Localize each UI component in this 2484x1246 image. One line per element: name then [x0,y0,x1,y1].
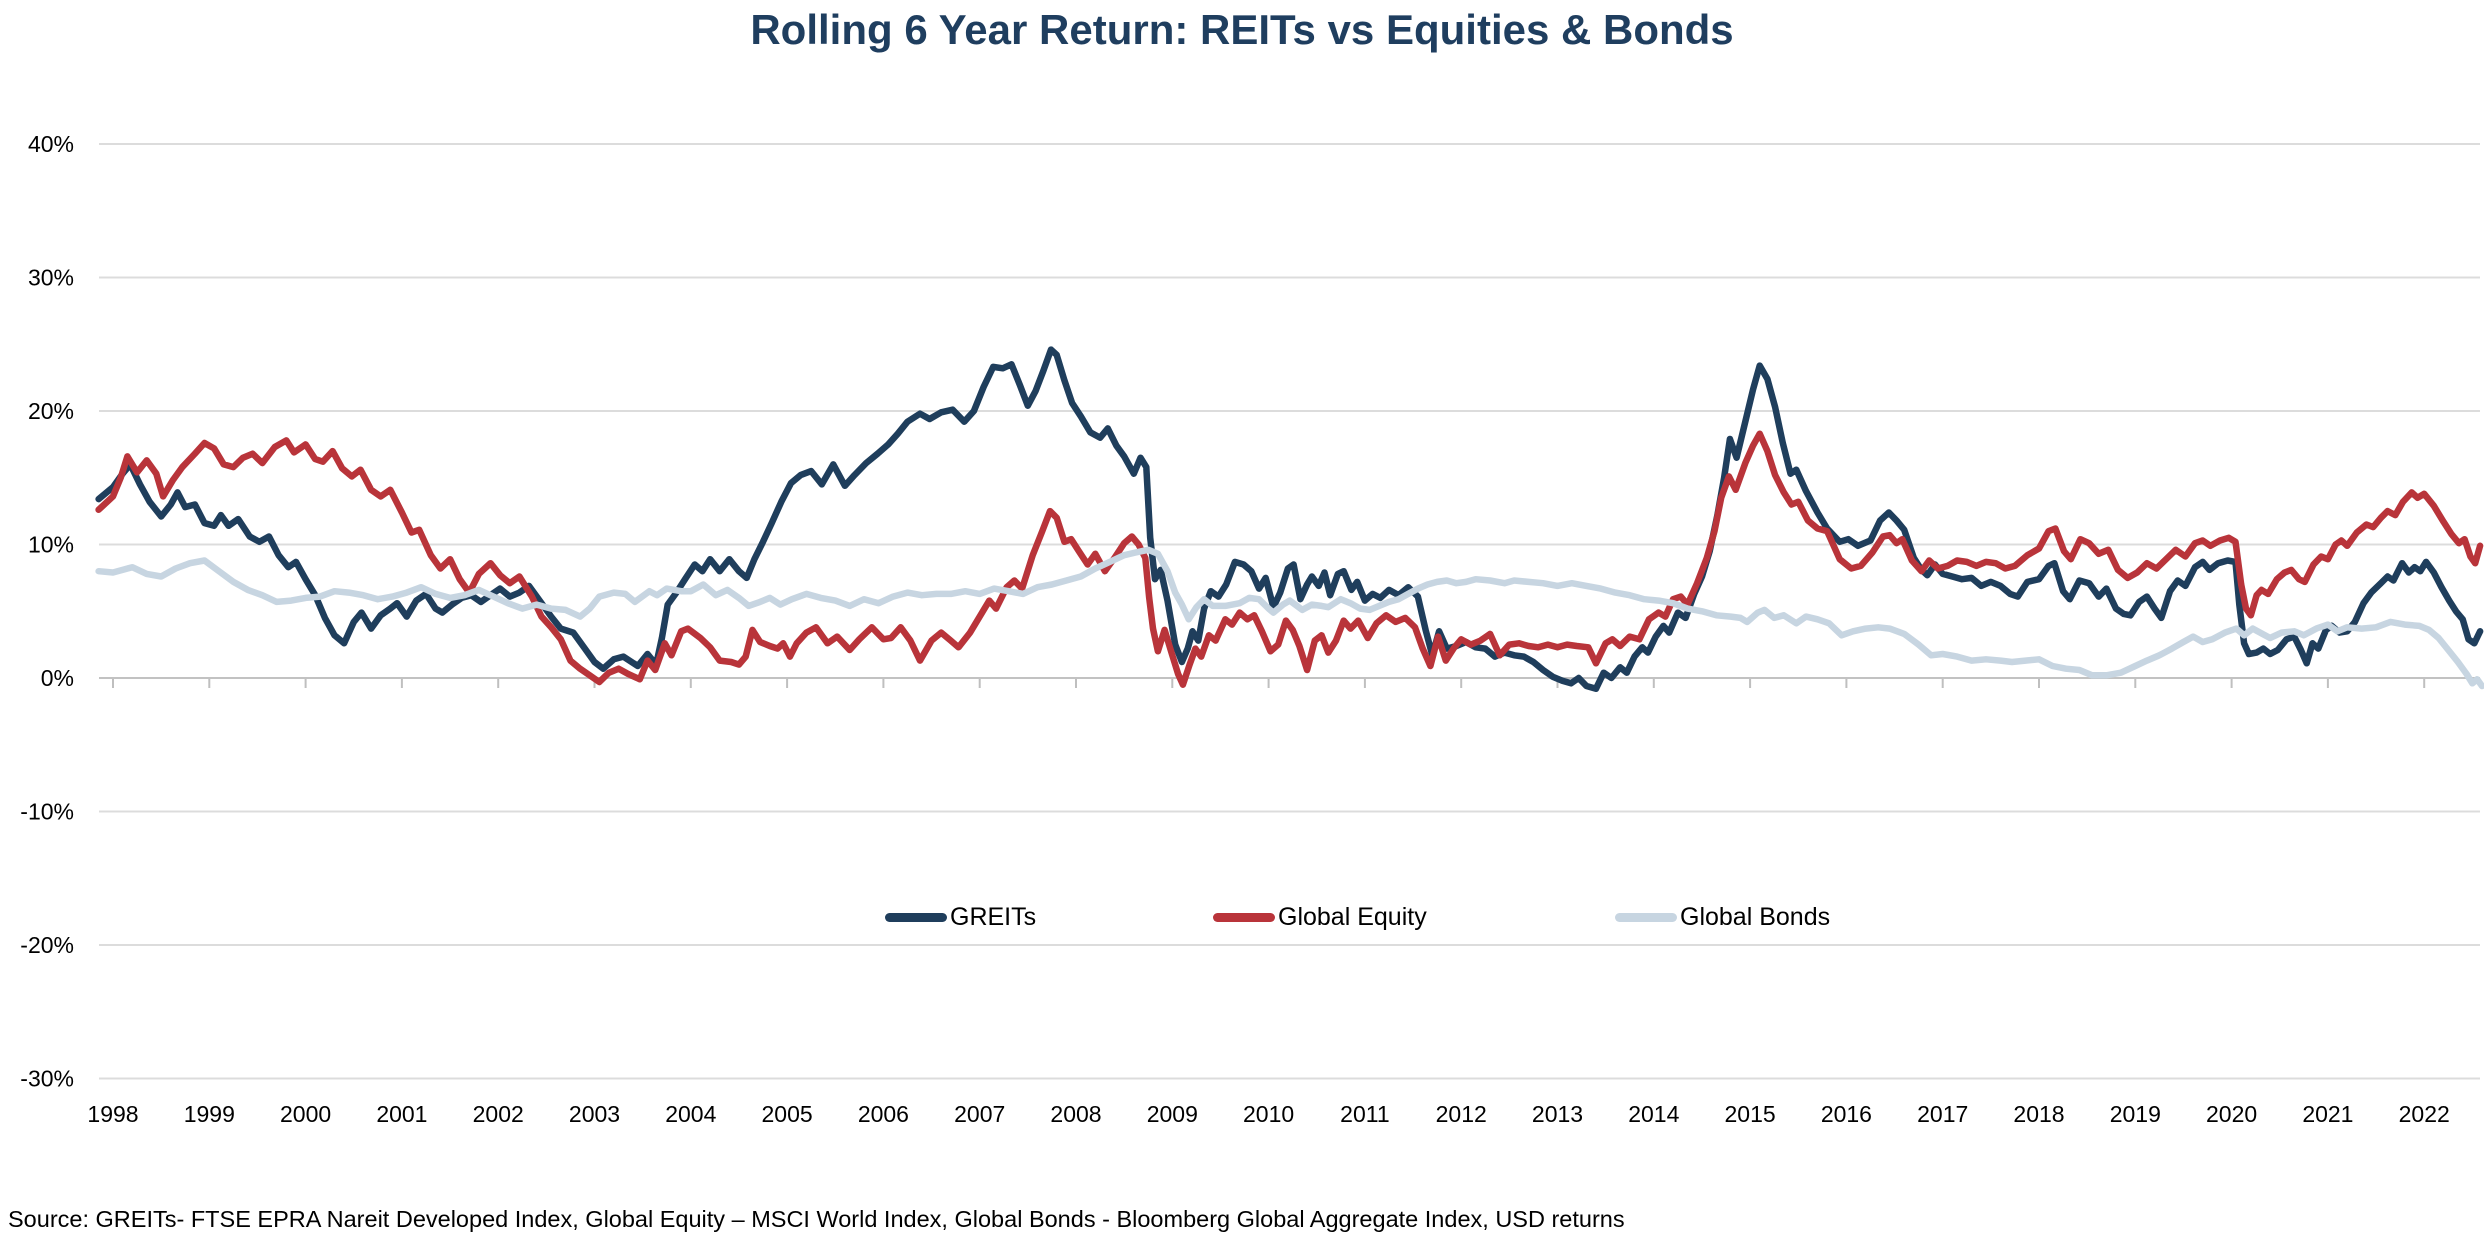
x-axis-label: 2010 [1243,1101,1294,1127]
x-axis-label: 1999 [184,1101,235,1127]
x-axis-label: 1998 [87,1101,138,1127]
greits-line-swatch [885,912,947,922]
x-axis-label: 2021 [2302,1101,2353,1127]
chart-title: Rolling 6 Year Return: REITs vs Equities… [750,6,1734,53]
x-axis-label: 2000 [280,1101,331,1127]
legend-label-greits: GREITs [950,902,1037,931]
x-axis-label: 2009 [1147,1101,1198,1127]
y-axis-label: -20% [20,932,74,958]
x-axis-label: 2014 [1628,1101,1679,1127]
x-axis-label: 2007 [954,1101,1005,1127]
x-axis-label: 2006 [858,1101,909,1127]
global-equity-line-swatch [1213,912,1275,922]
x-axis-label: 2008 [1050,1101,1101,1127]
x-axis-label: 2017 [1917,1101,1968,1127]
x-axis-label: 2004 [665,1101,716,1127]
global-bonds-series-line [95,546,2484,690]
x-axis-label: 2003 [569,1101,620,1127]
y-axis-label: 40% [28,131,74,157]
legend-item-greits: GREITs [885,902,1036,932]
x-axis-label: 2015 [1725,1101,1776,1127]
global-equity-series-line [95,430,2484,688]
source-note: Source: GREITs- FTSE EPRA Nareit Develop… [8,1206,1625,1232]
y-axis-label: 10% [28,532,74,558]
x-axis-label: 2002 [473,1101,524,1127]
x-axis-label: 2005 [762,1101,813,1127]
x-axis-label: 2020 [2206,1101,2257,1127]
y-axis-label: -30% [20,1066,74,1092]
legend-label-global-bonds: Global Bonds [1680,902,1831,931]
y-axis-label: 30% [28,265,74,291]
greits-series-line [95,346,2484,692]
legend-item-global-equity: Global Equity [1213,902,1427,932]
x-axis-label: 2019 [2110,1101,2161,1127]
x-axis-label: 2011 [1340,1101,1389,1127]
x-axis-label: 2018 [2013,1101,2064,1127]
x-axis-label: 2001 [376,1101,427,1127]
global-bonds-line-swatch [1615,912,1677,922]
legend-item-global-bonds: Global Bonds [1615,902,1830,932]
y-axis-label: 0% [41,665,74,691]
x-axis-label: 2012 [1436,1101,1487,1127]
legend-label-global-equity: Global Equity [1278,902,1427,931]
x-axis-label: 2016 [1821,1101,1872,1127]
x-axis-label: 2022 [2399,1101,2450,1127]
y-axis-label: 20% [28,398,74,424]
y-axis-label: -10% [20,799,74,825]
x-axis-label: 2013 [1532,1101,1583,1127]
